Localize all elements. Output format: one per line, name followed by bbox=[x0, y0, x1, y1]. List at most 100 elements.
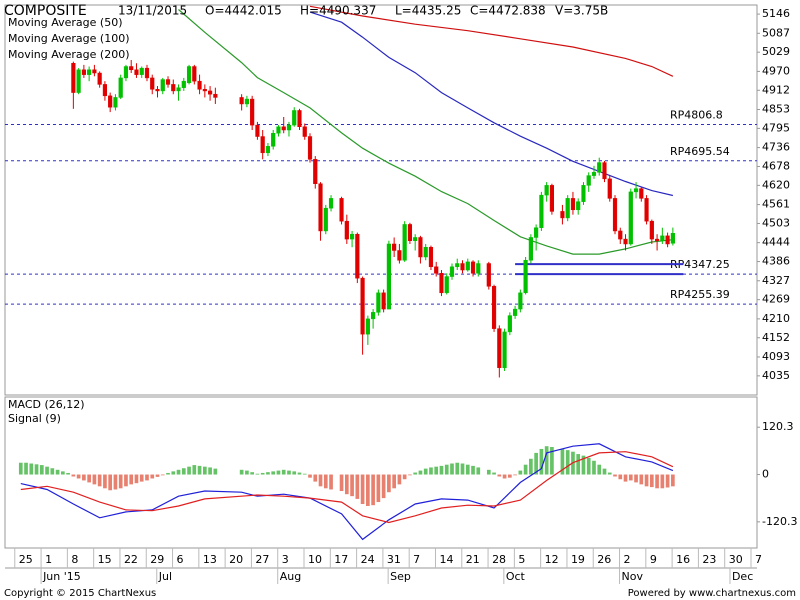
histogram-bar bbox=[513, 474, 517, 476]
histogram-bar bbox=[497, 474, 502, 477]
candle-body bbox=[202, 89, 207, 92]
histogram-bar bbox=[655, 474, 659, 489]
candle-body bbox=[644, 198, 649, 222]
candle-body bbox=[618, 230, 623, 240]
candle-body bbox=[612, 198, 618, 232]
candle-body bbox=[307, 136, 313, 160]
histogram-bar bbox=[302, 473, 307, 475]
candle-body bbox=[318, 183, 323, 232]
level-label: RP4695.54 bbox=[670, 145, 730, 158]
histogram-bar bbox=[366, 474, 370, 506]
candle-body bbox=[239, 97, 244, 105]
candle-body bbox=[544, 185, 549, 196]
candle-body bbox=[160, 79, 165, 92]
histogram-bar bbox=[155, 474, 160, 477]
macd-line bbox=[20, 443, 674, 541]
histogram-bar bbox=[50, 468, 55, 475]
histogram-bar bbox=[339, 474, 344, 492]
histogram-bar bbox=[507, 474, 512, 478]
histogram-bar bbox=[129, 474, 134, 485]
x-tick-label: 14 bbox=[439, 553, 453, 566]
x-tick-label: 26 bbox=[597, 553, 611, 566]
histogram-bar bbox=[576, 454, 581, 475]
header-text: 13/11/2015 bbox=[118, 4, 187, 18]
x-tick-label: 1 bbox=[45, 553, 52, 566]
candle-body bbox=[444, 276, 449, 294]
y-tick-label: 4444 bbox=[762, 236, 790, 249]
candle-body bbox=[628, 191, 633, 245]
histogram-bar bbox=[124, 474, 128, 487]
y-tick-label: 120.3 bbox=[762, 420, 794, 433]
histogram-bar bbox=[586, 458, 591, 475]
candle-body bbox=[355, 233, 360, 279]
candle-body bbox=[607, 178, 612, 199]
histogram-bar bbox=[450, 463, 454, 475]
histogram-bar bbox=[644, 474, 649, 487]
candle-body bbox=[534, 227, 539, 238]
y-tick-label: 4853 bbox=[762, 102, 790, 115]
y-tick-label: 4152 bbox=[762, 331, 790, 344]
histogram-bar bbox=[592, 460, 596, 475]
candle-body bbox=[476, 263, 481, 274]
x-tick-label: 30 bbox=[729, 553, 743, 566]
candle-body bbox=[313, 159, 318, 184]
y-tick-label: 5146 bbox=[762, 7, 790, 20]
histogram-bar bbox=[371, 474, 375, 506]
candle-body bbox=[470, 261, 476, 274]
x-tick-label: 17 bbox=[334, 553, 348, 566]
candle-body bbox=[276, 126, 281, 134]
month-label: Dec bbox=[732, 570, 753, 583]
candle-body bbox=[623, 238, 628, 245]
histogram-bar bbox=[213, 468, 218, 475]
candle-body bbox=[302, 126, 307, 137]
histogram-bar bbox=[434, 466, 439, 475]
histogram-bar bbox=[613, 474, 617, 477]
candle-body bbox=[265, 146, 271, 154]
histogram-bar bbox=[539, 448, 544, 475]
x-tick-label: 2 bbox=[624, 553, 631, 566]
histogram-bar bbox=[502, 474, 507, 479]
histogram-bar bbox=[239, 469, 244, 475]
candle-body bbox=[402, 224, 407, 261]
candle-body bbox=[192, 66, 197, 82]
histogram-bar bbox=[660, 474, 665, 489]
candle-body bbox=[586, 175, 591, 186]
histogram-bar bbox=[607, 472, 612, 475]
histogram-bar bbox=[276, 470, 281, 475]
x-tick-label: 23 bbox=[702, 553, 716, 566]
histogram-bar bbox=[192, 465, 197, 475]
candle-body bbox=[328, 198, 334, 209]
month-label: Sep bbox=[390, 570, 411, 583]
histogram-bar bbox=[34, 464, 39, 475]
x-tick-label: 15 bbox=[98, 553, 112, 566]
candle-body bbox=[639, 188, 644, 199]
histogram-bar bbox=[649, 474, 654, 488]
candle-body bbox=[360, 277, 365, 335]
y-tick-label: 4093 bbox=[762, 350, 790, 363]
x-tick-label: 22 bbox=[124, 553, 138, 566]
header-text: COMPOSITE bbox=[4, 3, 87, 19]
candle-body bbox=[528, 237, 533, 261]
candle-body bbox=[87, 69, 92, 75]
histogram-bar bbox=[166, 472, 170, 475]
candle-body bbox=[649, 220, 654, 240]
histogram-bar bbox=[45, 466, 49, 475]
candle-body bbox=[602, 162, 607, 180]
footer-left: Copyright © 2015 ChartNexus bbox=[4, 588, 156, 599]
histogram-bar bbox=[297, 472, 302, 475]
candle-body bbox=[460, 263, 465, 271]
candle-body bbox=[376, 292, 381, 313]
y-tick-label: -120.3 bbox=[762, 515, 797, 528]
price-panel bbox=[4, 4, 758, 396]
x-tick-label: 27 bbox=[255, 553, 269, 566]
histogram-bar bbox=[476, 467, 481, 475]
candle-body bbox=[654, 238, 660, 241]
level-label: RP4255.39 bbox=[670, 288, 730, 301]
histogram-bar bbox=[523, 464, 528, 475]
y-tick-label: 4035 bbox=[762, 369, 790, 382]
histogram-bar bbox=[486, 469, 491, 475]
candle-body bbox=[670, 233, 675, 244]
histogram-bar bbox=[581, 455, 586, 475]
histogram-bar bbox=[82, 474, 86, 481]
histogram-bar bbox=[245, 470, 249, 475]
